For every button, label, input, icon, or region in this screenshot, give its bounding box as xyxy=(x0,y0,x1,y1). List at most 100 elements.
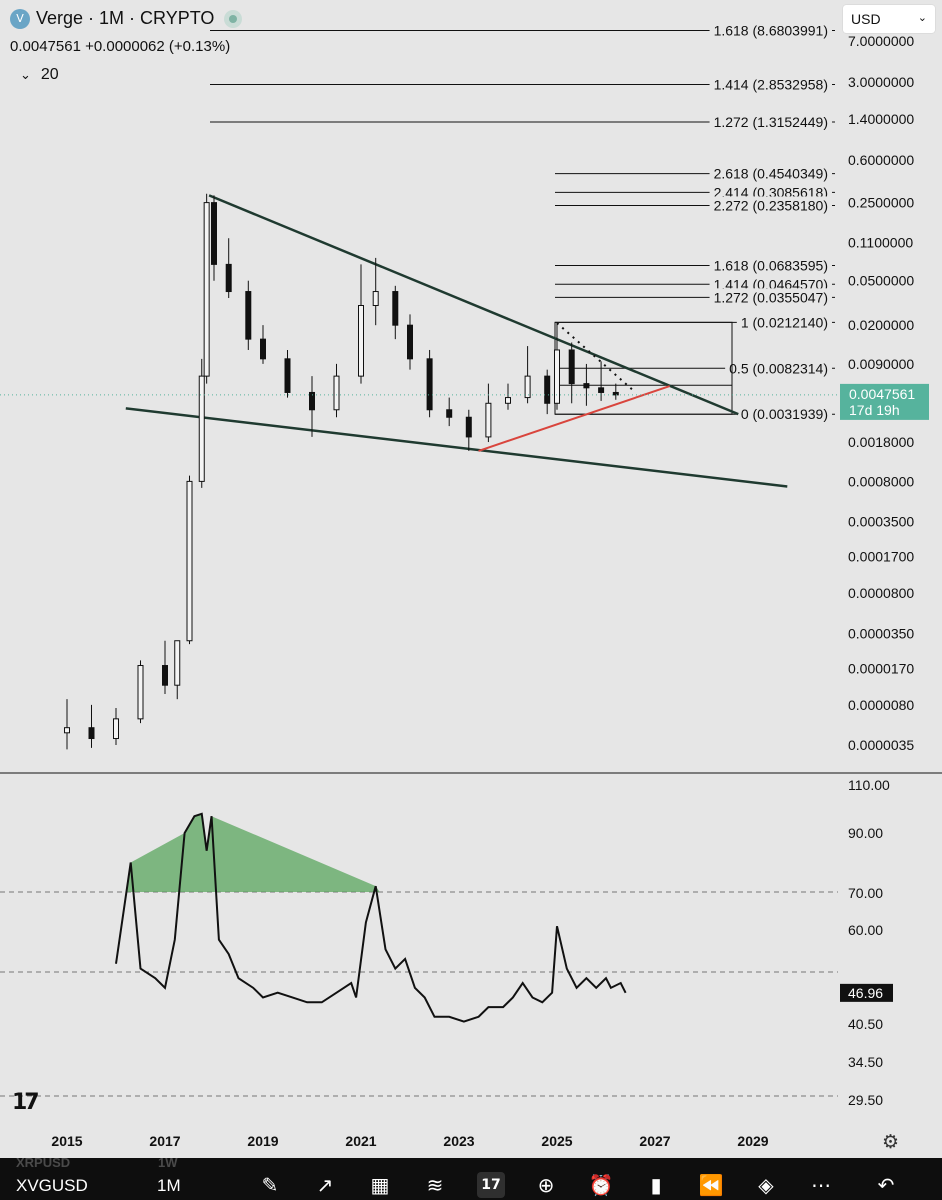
price-axis-label: 0.0090000 xyxy=(848,356,914,372)
price-axis-label: 0.0200000 xyxy=(848,317,914,333)
candle-body xyxy=(446,409,453,418)
previous-interval: 1W xyxy=(158,1155,178,1170)
time-axis-label: 2021 xyxy=(345,1133,376,1149)
draw-icon[interactable]: ✎ xyxy=(261,1173,279,1197)
layers-icon[interactable]: ◈ xyxy=(758,1173,774,1197)
time-axis-label: 2029 xyxy=(737,1133,768,1149)
candle-body xyxy=(211,202,217,265)
candle-body xyxy=(64,727,70,734)
currency-select[interactable]: USD ⌄ xyxy=(843,5,935,33)
price-axis-label: 0.1100000 xyxy=(848,234,913,250)
fib-level-label: 2.618 (0.4540349) xyxy=(714,166,828,182)
fib-level-label: 1.618 (0.0683595) xyxy=(714,258,828,274)
bar-countdown: 17d 19h xyxy=(849,402,900,418)
tradingview-logo-icon[interactable]: 17 xyxy=(12,1090,40,1115)
time-axis[interactable]: 2015 2017 2019 2021 2023 2025 2027 2029 xyxy=(51,1133,768,1149)
price-readout: 0.0047561 +0.0000062 (+0.13%) xyxy=(10,38,230,55)
time-axis-label: 2017 xyxy=(149,1133,180,1149)
current-price: 0.0047561 xyxy=(10,38,81,55)
last-price-badge xyxy=(840,383,929,420)
candle-body xyxy=(392,291,399,326)
candle-body xyxy=(198,375,205,482)
more-icon[interactable]: ⋯ xyxy=(811,1173,831,1197)
candle-body xyxy=(407,324,413,360)
rsi-value-label: 46.96 xyxy=(848,985,883,1001)
candle-body xyxy=(203,202,210,377)
layout-icon[interactable]: ▦ xyxy=(370,1173,390,1197)
chart-header: V Verge · 1M · CRYPTO 0.0047561 +0.00000… xyxy=(0,0,942,90)
back-icon[interactable]: ↶ xyxy=(877,1173,895,1197)
fib-label-background xyxy=(709,256,832,275)
candle-body xyxy=(162,665,168,686)
time-axis-label: 2015 xyxy=(51,1133,82,1149)
interval-button[interactable]: 1M xyxy=(157,1176,181,1195)
candle-body xyxy=(524,375,531,399)
candle-body xyxy=(426,358,433,411)
fib-label-background xyxy=(736,405,832,424)
rsi-pane[interactable]: 110.00 90.00 70.00 60.00 40.50 34.50 29.50 46.9… xyxy=(0,772,942,1108)
candle-body xyxy=(260,338,266,360)
price-pane[interactable]: 7.0000000 3.0000000 1.4000000 0.6000000 0.25… xyxy=(0,21,929,753)
candle-body xyxy=(568,349,575,385)
candle-body xyxy=(485,402,492,438)
price-axis-label: 0.0018000 xyxy=(848,434,914,450)
candle-body xyxy=(372,291,379,307)
price-axis-label: 0.6000000 xyxy=(848,152,914,168)
overbought-fill xyxy=(126,813,380,892)
symbol-button[interactable]: XVGUSD xyxy=(16,1176,88,1195)
price-axis-label: 0.0003500 xyxy=(848,514,914,530)
indicators-collapse-toggle[interactable]: ⌄ 20 xyxy=(20,66,59,84)
candle-body xyxy=(225,263,232,293)
previous-symbol: XRPUSD xyxy=(16,1155,71,1170)
candle-body xyxy=(309,391,315,411)
indicator-count: 20 xyxy=(40,66,59,83)
fib-level-label: 1.414 (0.0464570) xyxy=(714,276,828,292)
candle-body xyxy=(113,718,119,740)
chart-type-icon[interactable]: ↗ xyxy=(316,1173,334,1197)
fib-level-label: 0.5 (0.0082314) xyxy=(729,360,828,376)
price-axis-label: 0.0000035 xyxy=(848,737,914,753)
chevron-down-icon: ⌄ xyxy=(917,11,927,24)
verge-logo-icon: V xyxy=(10,9,30,29)
add-icon[interactable]: ⊕ xyxy=(537,1173,555,1197)
price-axis-label: 0.0008000 xyxy=(848,473,914,489)
symbol-title[interactable]: Verge · 1M · CRYPTO xyxy=(36,8,215,28)
chart-canvas[interactable]: 7.0000000 3.0000000 1.4000000 0.6000000 0.25… xyxy=(0,0,942,1158)
rsi-axis-label: 60.00 xyxy=(848,922,883,938)
indicators-icon[interactable]: ≋ xyxy=(426,1173,444,1197)
rsi-axis-label: 110.00 xyxy=(848,777,890,793)
trendline-lower-support xyxy=(125,407,788,488)
candle-body xyxy=(544,375,551,404)
alert-icon[interactable]: ⏰ xyxy=(588,1173,614,1197)
replay-icon[interactable]: ⏪ xyxy=(698,1173,724,1197)
candle-body xyxy=(505,397,511,404)
market-status-icon xyxy=(224,10,242,28)
price-axis-label: 1.4000000 xyxy=(848,111,914,127)
rsi-value-badge xyxy=(840,983,893,1002)
trendline-upper-resistance xyxy=(208,194,739,416)
rsi-axis-label: 70.00 xyxy=(848,885,883,901)
gear-icon[interactable]: ⚙ xyxy=(882,1131,900,1153)
time-axis-label: 2025 xyxy=(541,1133,572,1149)
candle-body xyxy=(333,375,340,411)
candles-icon[interactable]: ▮ xyxy=(650,1173,662,1197)
last-price-value: 0.0047561 xyxy=(849,386,915,402)
trendline-rising-support xyxy=(478,385,671,452)
fib-label-background xyxy=(709,21,832,40)
bottom-toolbar: XRPUSD 1W XVGUSD 1M ✎ ↗ ▦ ≋ 17 ⊕ ⏰ ▮ ⏪ ◈… xyxy=(0,1155,942,1200)
candle-body xyxy=(554,349,560,404)
fib-level-label: 0 (0.0031939) xyxy=(741,406,828,422)
rsi-axis-label: 29.50 xyxy=(848,1092,883,1108)
candle-body xyxy=(583,383,590,389)
candle-body xyxy=(174,640,181,686)
time-axis-label: 2019 xyxy=(247,1133,278,1149)
fib-level-label: 1.618 (8.6803991) xyxy=(714,22,828,38)
candle-body xyxy=(245,291,252,340)
candle-body xyxy=(612,391,619,396)
tradingview-icon[interactable]: 17 xyxy=(477,1172,505,1198)
fib-label-background xyxy=(709,196,832,215)
fib-label-background xyxy=(736,313,832,332)
price-axis-label: 0.0000170 xyxy=(848,660,914,676)
rsi-axis-label: 40.50 xyxy=(848,1016,883,1032)
fib-level-label: 1 (0.0212140) xyxy=(741,314,828,330)
